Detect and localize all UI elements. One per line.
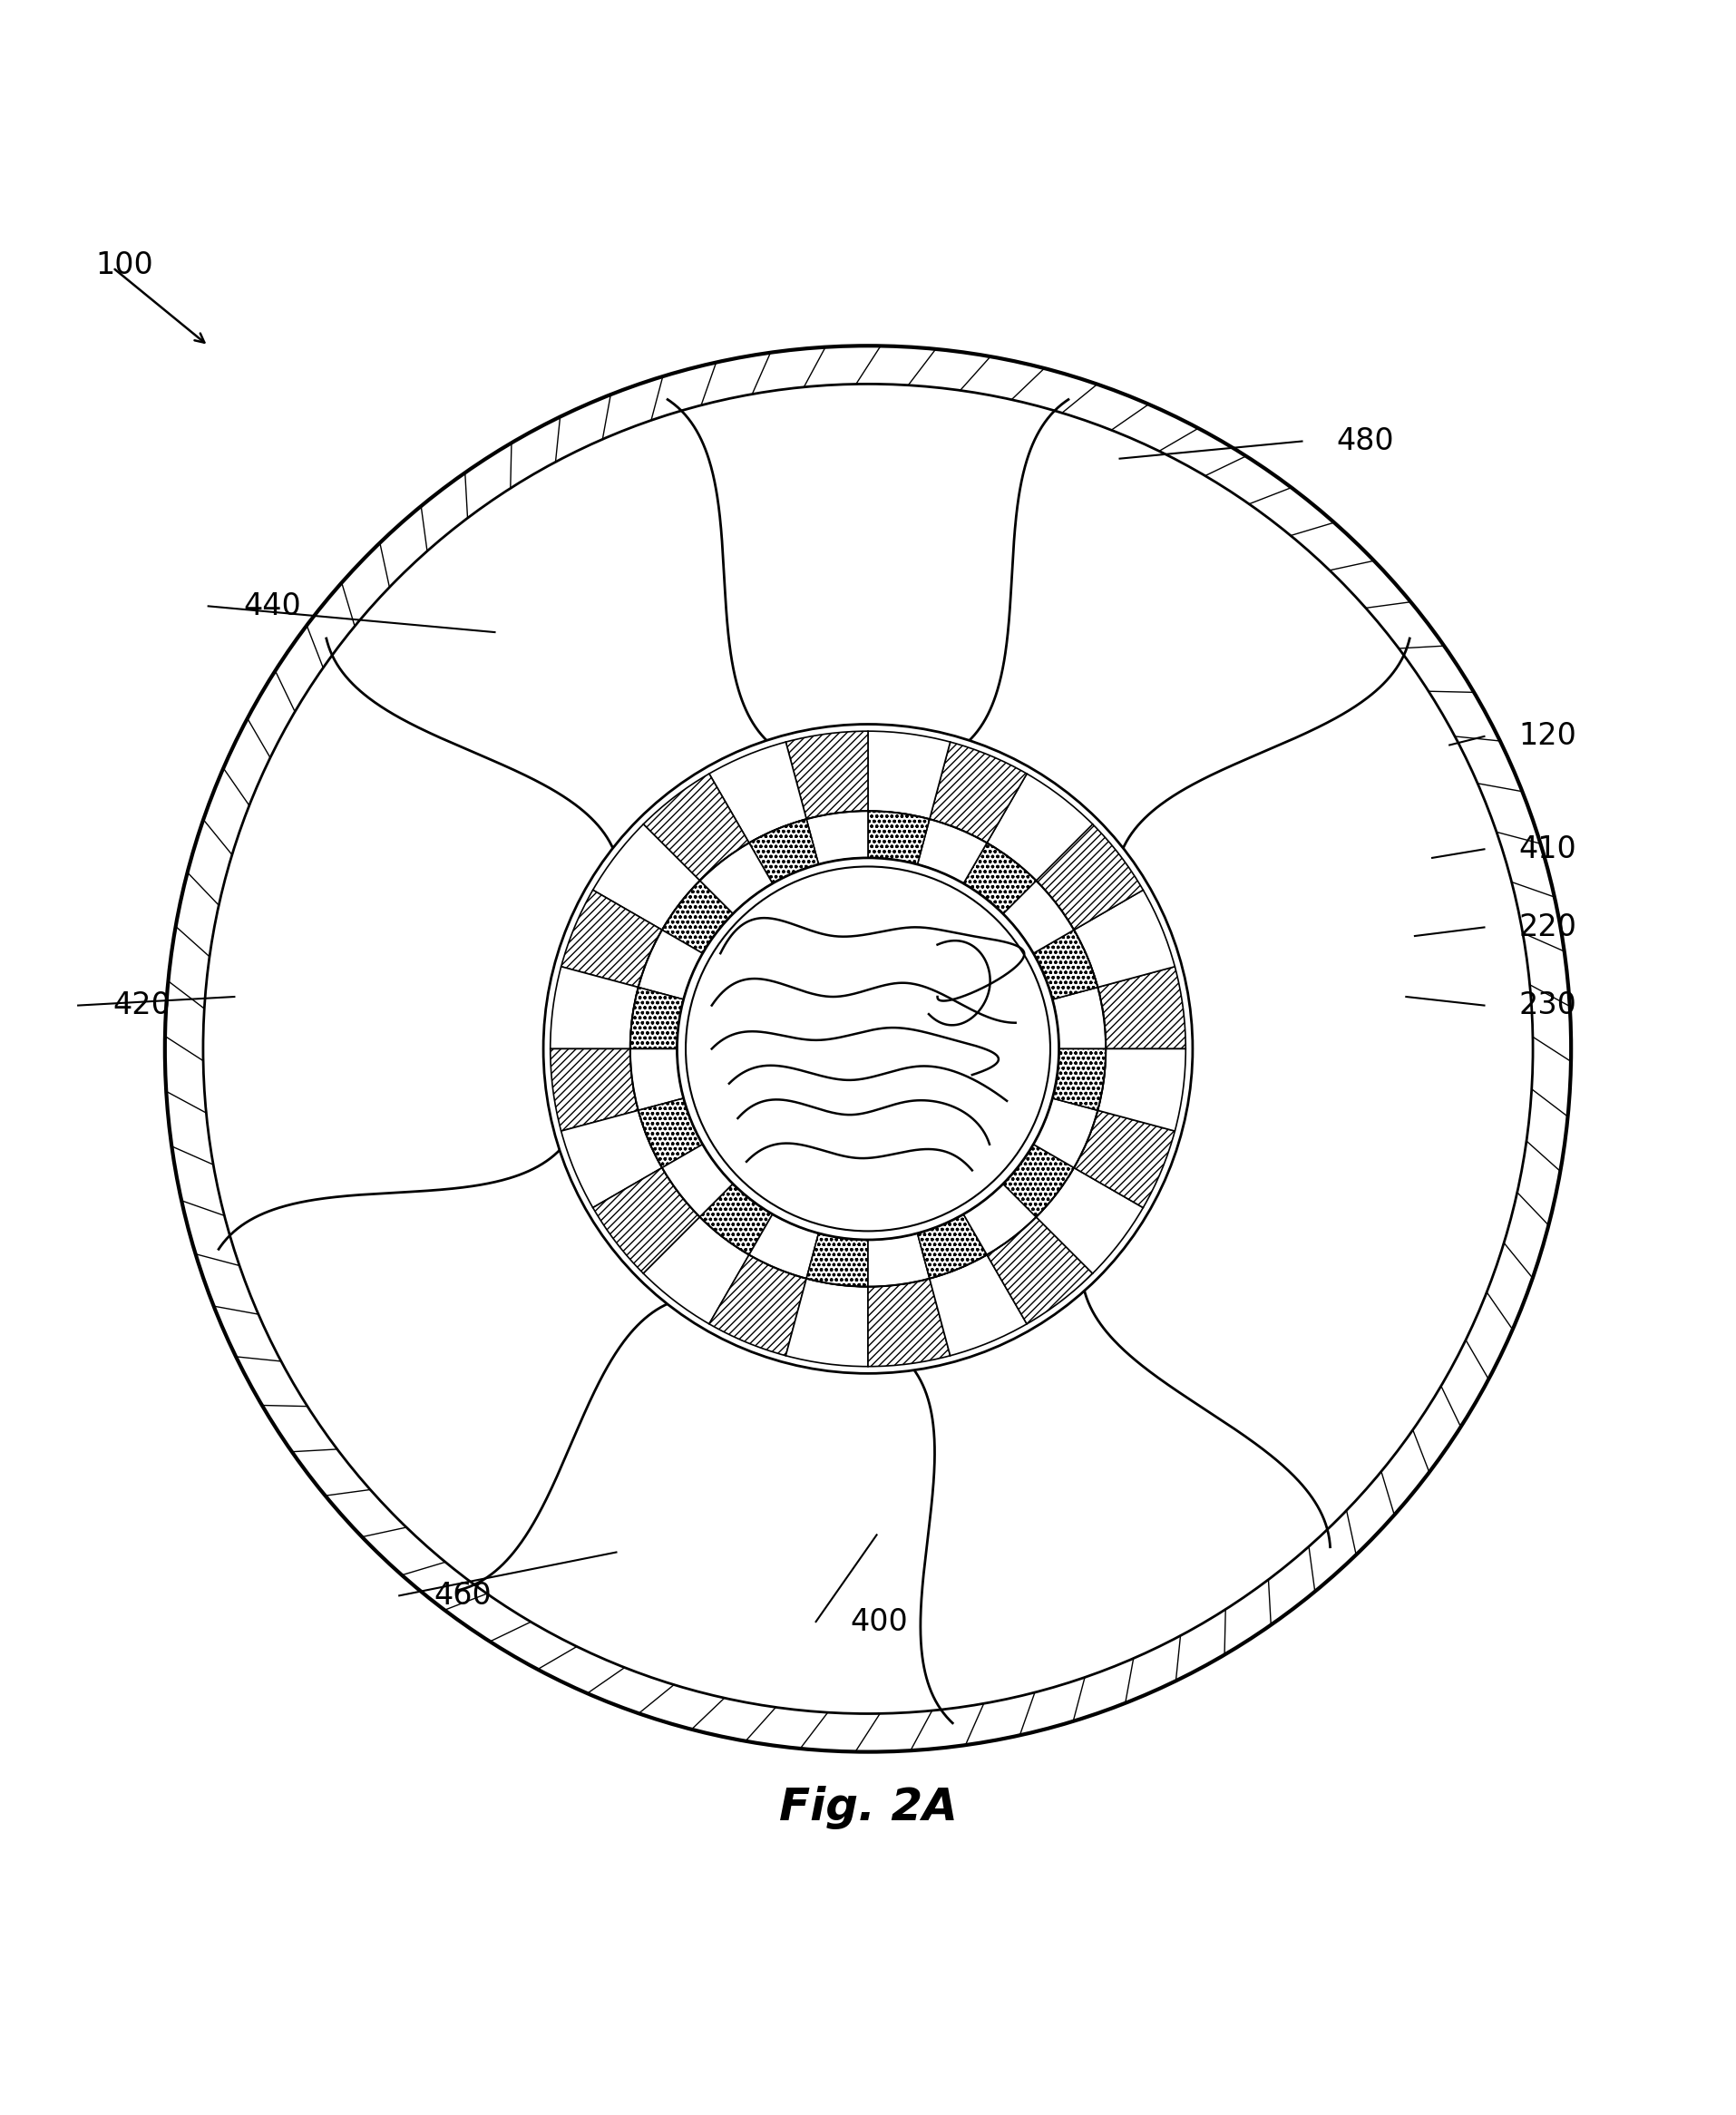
Wedge shape — [550, 967, 639, 1049]
Polygon shape — [963, 400, 1410, 854]
Wedge shape — [868, 810, 929, 865]
Polygon shape — [219, 1144, 674, 1590]
Wedge shape — [700, 844, 773, 914]
Wedge shape — [639, 931, 703, 1000]
Wedge shape — [1003, 880, 1075, 954]
Wedge shape — [561, 890, 661, 988]
Polygon shape — [326, 400, 773, 854]
Text: Fig. 2A: Fig. 2A — [779, 1785, 957, 1829]
Wedge shape — [1052, 1049, 1106, 1110]
Wedge shape — [1075, 1110, 1175, 1208]
Wedge shape — [661, 880, 733, 954]
Circle shape — [165, 345, 1571, 1751]
Wedge shape — [1036, 825, 1142, 931]
Wedge shape — [986, 1216, 1092, 1324]
Wedge shape — [700, 1184, 773, 1254]
Wedge shape — [750, 819, 819, 884]
Wedge shape — [1097, 967, 1186, 1049]
Text: 460: 460 — [434, 1580, 491, 1612]
Wedge shape — [917, 819, 986, 884]
Wedge shape — [786, 732, 868, 819]
Wedge shape — [644, 774, 750, 880]
Polygon shape — [910, 1284, 1330, 1724]
Circle shape — [543, 723, 1193, 1373]
Wedge shape — [1075, 890, 1175, 988]
Wedge shape — [917, 1214, 986, 1280]
Wedge shape — [807, 1233, 868, 1286]
Wedge shape — [786, 1280, 868, 1366]
Text: 400: 400 — [851, 1607, 908, 1637]
Text: 440: 440 — [243, 592, 300, 622]
Text: 410: 410 — [1519, 833, 1576, 865]
Wedge shape — [1033, 1098, 1097, 1167]
Wedge shape — [1052, 988, 1106, 1049]
Circle shape — [677, 859, 1059, 1239]
Wedge shape — [929, 742, 1028, 844]
Wedge shape — [561, 1110, 661, 1208]
Text: 420: 420 — [113, 990, 170, 1019]
Wedge shape — [1036, 1167, 1142, 1273]
Wedge shape — [661, 1144, 733, 1216]
Wedge shape — [748, 1214, 819, 1280]
Wedge shape — [630, 988, 684, 1049]
Wedge shape — [630, 1049, 684, 1110]
Text: 220: 220 — [1519, 912, 1576, 943]
Wedge shape — [986, 774, 1092, 880]
Wedge shape — [594, 825, 700, 931]
Wedge shape — [708, 1254, 807, 1356]
Wedge shape — [868, 1280, 950, 1366]
Text: 100: 100 — [95, 250, 153, 281]
Wedge shape — [1097, 1049, 1186, 1132]
Wedge shape — [639, 1098, 703, 1167]
Wedge shape — [807, 810, 868, 865]
Wedge shape — [708, 742, 807, 844]
Wedge shape — [1033, 931, 1097, 1000]
Wedge shape — [963, 844, 1036, 914]
Text: 480: 480 — [1337, 427, 1394, 457]
Text: 120: 120 — [1519, 721, 1576, 751]
Wedge shape — [868, 1233, 929, 1286]
Wedge shape — [868, 732, 950, 819]
Wedge shape — [963, 1184, 1036, 1254]
Wedge shape — [1003, 1144, 1075, 1216]
Wedge shape — [644, 1216, 748, 1324]
Wedge shape — [929, 1254, 1028, 1356]
Wedge shape — [550, 1049, 639, 1132]
Text: 230: 230 — [1519, 990, 1576, 1019]
Wedge shape — [594, 1167, 700, 1273]
